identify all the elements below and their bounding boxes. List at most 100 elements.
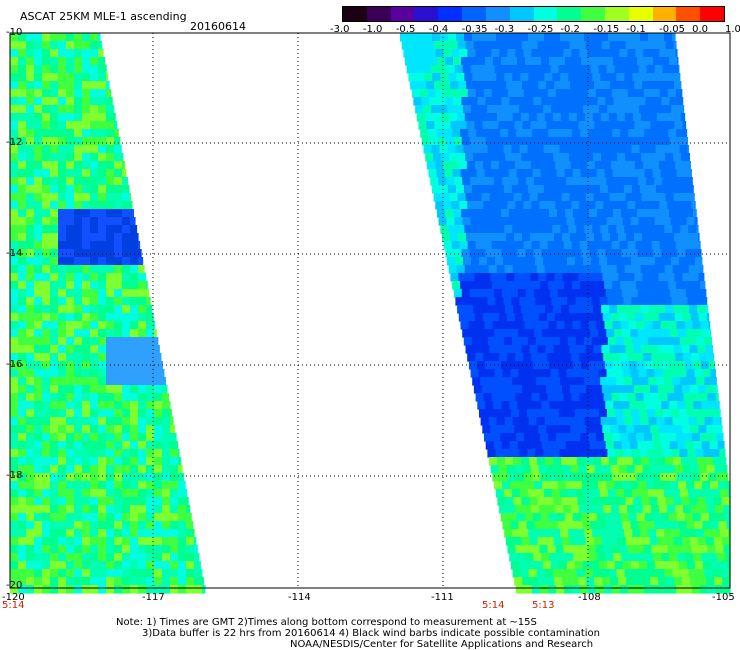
swath-cell xyxy=(130,297,139,306)
swath-cell xyxy=(90,265,99,274)
swath-cell xyxy=(575,185,585,194)
swath-cell xyxy=(18,393,27,402)
swath-cell xyxy=(654,369,664,378)
swath-cell xyxy=(462,329,471,338)
swath-cell xyxy=(74,497,83,506)
swath-cell xyxy=(551,449,560,458)
swath-cell xyxy=(114,473,123,482)
swath-cell xyxy=(639,449,648,458)
swath-cell xyxy=(18,537,27,546)
swath-cell xyxy=(489,345,499,354)
swath-cell xyxy=(628,129,637,138)
swath-cell xyxy=(154,417,163,426)
swath-cell xyxy=(706,465,716,474)
swath-cell xyxy=(591,185,601,194)
swath-cell xyxy=(600,569,610,578)
swath-cell xyxy=(26,425,35,434)
swath-cell xyxy=(668,473,677,482)
swath-cell xyxy=(499,201,508,210)
swath-cell xyxy=(690,465,700,474)
swath-cell xyxy=(545,305,554,314)
swath-cell xyxy=(490,425,499,434)
swath-cell xyxy=(629,137,639,146)
swath-cell xyxy=(674,273,683,282)
swath-cell xyxy=(34,249,43,258)
swath-cell xyxy=(50,553,59,562)
swath-cell xyxy=(10,449,19,458)
swath-cell xyxy=(42,105,51,114)
swath-cell xyxy=(26,321,35,330)
swath-cell xyxy=(34,321,43,330)
swath-cell xyxy=(42,489,51,498)
swath-cell xyxy=(10,129,19,138)
swath-cell xyxy=(547,393,557,402)
swath-cell xyxy=(138,561,147,570)
swath-cell xyxy=(597,137,607,146)
swath-cell xyxy=(82,321,91,330)
swath-cell xyxy=(122,249,131,258)
swath-cell xyxy=(419,49,428,58)
swath-cell xyxy=(90,417,99,426)
swath-cell xyxy=(664,417,674,426)
swath-cell xyxy=(464,113,474,122)
swath-cell xyxy=(74,185,83,194)
swath-cell xyxy=(114,409,123,418)
swath-cell xyxy=(708,321,711,330)
swath-cell xyxy=(460,129,469,138)
swath-cell xyxy=(697,537,707,546)
swath-cell xyxy=(98,441,107,450)
swath-cell xyxy=(425,153,434,162)
swath-cell xyxy=(477,137,487,146)
swath-cell xyxy=(641,153,650,162)
swath-cell xyxy=(42,57,51,66)
swath-cell xyxy=(668,169,678,178)
swath-cell xyxy=(505,345,515,354)
swath-cell xyxy=(446,217,456,226)
swath-cell xyxy=(496,417,506,426)
swath-cell xyxy=(573,57,582,66)
swath-cell xyxy=(543,489,553,498)
swath-cell xyxy=(154,569,163,578)
swath-cell xyxy=(90,441,99,450)
swath-cell xyxy=(540,281,549,290)
swath-cell xyxy=(592,569,602,578)
swath-cell xyxy=(480,73,489,82)
swath-cell xyxy=(488,377,497,386)
swath-cell xyxy=(162,369,165,378)
swath-cell xyxy=(503,409,512,418)
swath-cell xyxy=(569,41,579,50)
swath-cell xyxy=(563,353,572,362)
swath-cell xyxy=(106,169,115,178)
swath-cell xyxy=(415,105,424,114)
swath-cell xyxy=(26,177,35,186)
swath-cell xyxy=(106,497,115,506)
swath-cell xyxy=(657,41,667,50)
swath-cell xyxy=(430,65,440,74)
swath-cell xyxy=(592,33,601,42)
swath-cell xyxy=(423,105,432,114)
swath-cell xyxy=(507,49,516,58)
swath-cell xyxy=(485,97,494,106)
swath-cell xyxy=(26,305,35,314)
swath-cell xyxy=(114,545,123,554)
swath-cell xyxy=(114,457,123,466)
swath-cell xyxy=(620,361,630,370)
swath-cell xyxy=(561,497,570,506)
swath-cell xyxy=(66,297,75,306)
swath-cell xyxy=(500,169,510,178)
swath-cell xyxy=(34,145,43,154)
swath-cell xyxy=(529,305,538,314)
swath-cell xyxy=(10,249,19,258)
swath-cell xyxy=(98,201,107,210)
swath-cell xyxy=(695,337,705,346)
swath-cell xyxy=(10,257,19,266)
swath-cell xyxy=(576,225,585,234)
swath-cell xyxy=(539,353,548,362)
swath-cell xyxy=(600,73,609,82)
swath-cell xyxy=(464,225,473,234)
swath-cell xyxy=(618,81,627,90)
swath-cell xyxy=(671,105,680,114)
swath-cell xyxy=(628,433,637,442)
swath-cell xyxy=(50,545,59,554)
swath-cell xyxy=(90,97,99,106)
